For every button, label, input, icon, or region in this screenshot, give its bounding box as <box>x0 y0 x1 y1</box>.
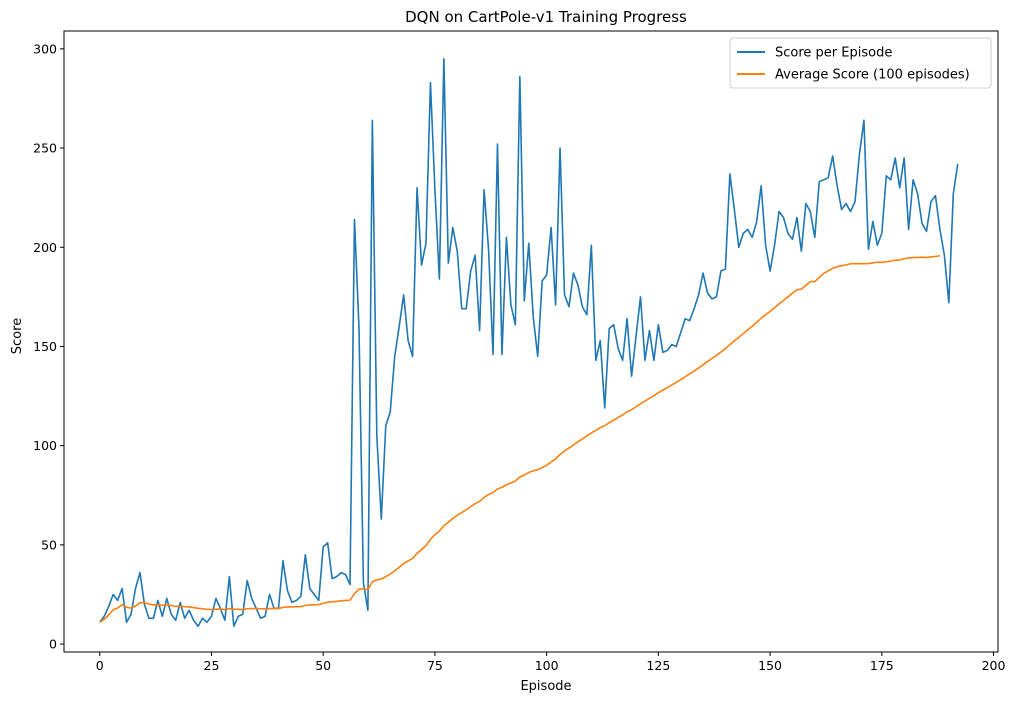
series-line-score <box>99 57 959 628</box>
legend-label: Average Score (100 episodes) <box>775 68 970 83</box>
y-tick-label: 50 <box>41 537 57 552</box>
y-tick-label: 250 <box>33 141 57 156</box>
y-tick-label: 0 <box>49 637 57 652</box>
x-tick-label: 200 <box>982 658 1006 673</box>
y-axis-label: Score <box>10 318 25 354</box>
legend: Score per Episode Average Score (100 epis… <box>729 37 992 89</box>
y-tick-label: 300 <box>33 41 57 56</box>
x-tick-label: 125 <box>646 658 670 673</box>
x-tick-label: 175 <box>870 658 894 673</box>
y-tick-label: 100 <box>33 438 57 453</box>
axes-frame <box>63 30 999 653</box>
legend-label: Score per Episode <box>775 46 892 61</box>
x-tick-label: 25 <box>204 658 220 673</box>
y-tick-label: 200 <box>33 240 57 255</box>
y-tick-label: 150 <box>33 339 57 354</box>
plot-area <box>99 57 959 628</box>
x-axis: 0 25 50 75 100 125 150 175 200 <box>96 652 1006 673</box>
y-axis: 0 50 100 150 200 250 300 <box>33 41 64 652</box>
chart-title: DQN on CartPole-v1 Training Progress <box>405 8 687 26</box>
series-line-average <box>99 254 941 623</box>
x-tick-label: 100 <box>535 658 559 673</box>
x-tick-label: 0 <box>96 658 104 673</box>
x-axis-label: Episode <box>520 679 571 694</box>
legend-box <box>729 37 992 89</box>
x-tick-label: 50 <box>315 658 331 673</box>
x-tick-label: 150 <box>758 658 782 673</box>
x-tick-label: 75 <box>427 658 443 673</box>
